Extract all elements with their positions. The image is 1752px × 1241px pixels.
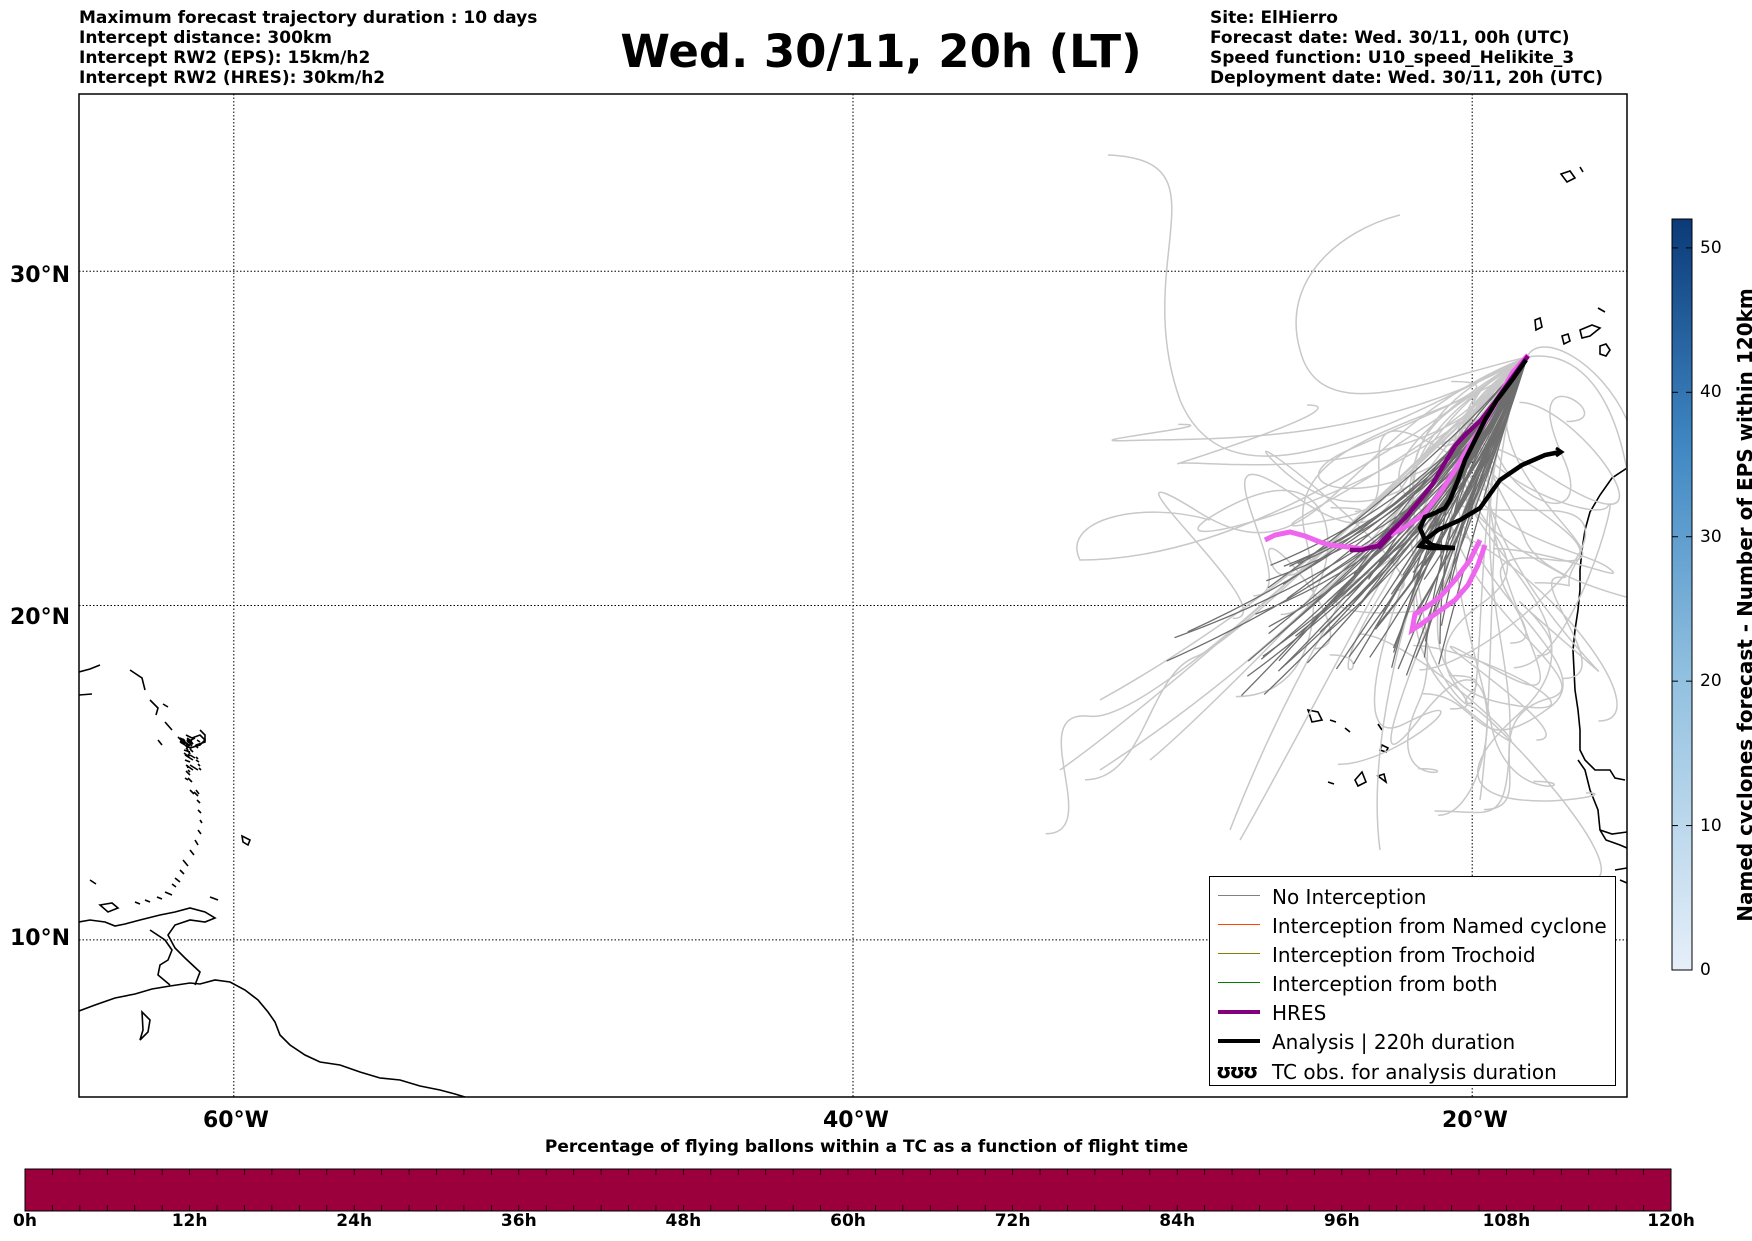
flight-bar-title: Percentage of flying ballons within a TC… [544,1137,1189,1157]
ensemble-track [1045,356,1528,835]
legend-item-tc-obs: ʊʊʊ TC obs. for analysis duration [1210,1057,1615,1086]
ensemble-track [1149,356,1528,761]
forecast-date: Forecast date: Wed. 30/11, 00h (UTC) [1210,28,1570,48]
ensemble-track [1107,154,1528,457]
legend-item-analysis: Analysis | 220h duration [1210,1027,1615,1056]
ensemble-trajectories [1045,154,1627,882]
flight-bar-tick-label: 12h [171,1211,208,1231]
colorbar-tick-label: 0 [1700,960,1711,980]
param-intercept-distance: Intercept distance: 300km [79,28,332,48]
colorbar-tick-label: 20 [1700,671,1722,692]
colorbar-tick-label: 50 [1700,237,1722,258]
flight-bar-tick-label: 120h [1647,1211,1695,1231]
flight-bar-tick-label: 24h [336,1211,373,1231]
legend-swatch [1218,895,1260,897]
legend-label: Interception from Named cyclone [1272,914,1607,938]
legend-item-no-interception: No Interception [1210,882,1615,911]
legend-item-named-cyclone: Interception from Named cyclone [1210,911,1615,940]
cyclone-colorbar [1671,218,1693,971]
site-info: Site: ElHierro Forecast date: Wed. 30/11… [1210,8,1603,88]
legend-swatch [1218,953,1260,955]
speed-function: Speed function: U10_speed_Helikite_3 [1210,48,1575,68]
map-legend: No Interception Interception from Named … [1209,876,1616,1086]
legend-swatch [1218,1039,1260,1043]
ensemble-track [1413,356,1552,709]
legend-swatch [1218,924,1260,926]
page-title: Wed. 30/11, 20h (LT) [620,25,1142,78]
param-duration: Maximum forecast trajectory duration : 1… [79,8,538,28]
deployment-date: Deployment date: Wed. 30/11, 20h (UTC) [1210,68,1604,88]
ensemble-track [1480,356,1600,672]
lon-label-40w: 40°W [823,1108,889,1133]
legend-label: No Interception [1272,885,1427,909]
ensemble-track [1076,356,1528,561]
flight-bar-tick-label: 0h [13,1211,37,1231]
legend-swatch [1218,1010,1260,1014]
legend-item-trochoid: Interception from Trochoid [1210,940,1615,969]
legend-label: Interception from both [1272,972,1498,996]
flight-bar-tick-label: 108h [1482,1211,1531,1231]
legend-item-hres: HRES [1210,998,1615,1027]
ensemble-track [1374,356,1528,630]
flight-bar-tick-label: 72h [994,1211,1031,1231]
site-name: Site: ElHierro [1210,8,1338,28]
ensemble-track [1526,355,1627,471]
lat-label-10n: 10°N [10,926,71,951]
ensemble-track [1464,356,1582,587]
ensemble-track [1111,356,1528,442]
ensemble-track [1243,356,1528,597]
param-rw2-eps: Intercept RW2 (EPS): 15km/h2 [79,48,371,68]
flight-bar-tick-label: 36h [500,1211,537,1231]
lon-label-60w: 60°W [203,1108,269,1133]
legend-swatch [1218,982,1260,984]
legend-label: TC obs. for analysis duration [1272,1060,1557,1084]
ensemble-track [1329,356,1528,671]
flight-bar-tick-label: 48h [665,1211,702,1231]
colorbar-tick-label: 40 [1700,382,1722,403]
ensemble-track [1197,356,1528,616]
lat-label-20n: 20°N [10,605,71,630]
ensemble-track [1295,214,1528,395]
ensemble-track [1265,356,1528,592]
ensemble-track [1158,356,1528,620]
flight-bar-tick-label: 84h [1159,1211,1196,1231]
graticule [79,94,1627,1097]
legend-label: HRES [1272,1001,1327,1025]
lon-label-20w: 20°W [1442,1108,1508,1133]
flight-bar-tick-label: 60h [830,1211,866,1231]
flight-time-bar [24,1168,1672,1212]
flight-bar-tick-label: 96h [1323,1211,1360,1231]
legend-item-both: Interception from both [1210,969,1615,998]
lat-label-30n: 30°N [10,263,71,288]
legend-label: Interception from Trochoid [1272,943,1536,967]
ensemble-track [1434,356,1528,814]
tc-obs-icon: ʊʊʊ [1216,1059,1258,1083]
param-rw2-hres: Intercept RW2 (HRES): 30km/h2 [79,68,386,88]
ensemble-track [1177,356,1528,466]
forecast-parameters: Maximum forecast trajectory duration : 1… [79,8,537,88]
colorbar-tick-label: 30 [1700,526,1722,547]
colorbar-label: Named cyclones forecast - Number of EPS … [1733,288,1752,922]
ensemble-track [1526,346,1627,421]
ensemble-track [1449,356,1547,741]
legend-label: Analysis | 220h duration [1272,1030,1516,1054]
analysis-trajectory [1415,358,1565,551]
map-frame [78,93,1628,1098]
colorbar-tick-label: 10 [1700,815,1722,836]
